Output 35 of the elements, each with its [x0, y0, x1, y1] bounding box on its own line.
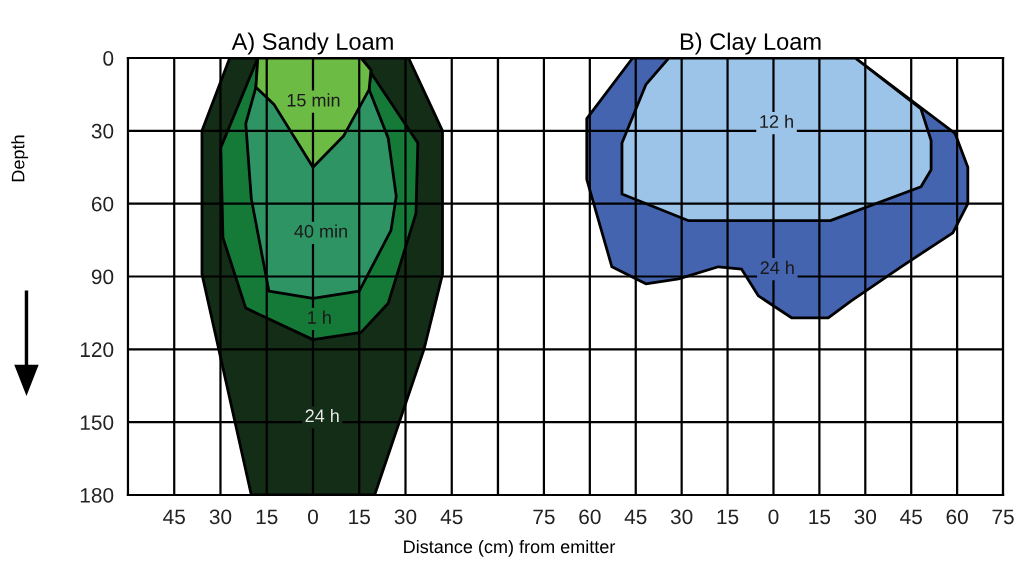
x-tick-label: 30 — [394, 509, 417, 525]
x-tick-label: 45 — [440, 509, 463, 525]
x-tick-label: 0 — [768, 509, 779, 525]
y-tick-label: 90 — [91, 269, 114, 285]
x-tick-label: 60 — [579, 509, 601, 525]
x-tick-label: 75 — [533, 509, 555, 525]
x-tick-label: 45 — [624, 509, 647, 525]
y-tick-label: 0 — [103, 51, 114, 66]
x-tick-label: 15 — [256, 509, 278, 525]
series-label: 1 h — [308, 310, 331, 324]
y-tick-label: 60 — [91, 196, 114, 212]
series-label: 12 h — [760, 114, 793, 128]
x-tick-label: 30 — [209, 509, 232, 525]
x-tick-label: 15 — [349, 509, 370, 525]
series-label: 15 min — [287, 93, 340, 107]
x-tick-label: 75 — [992, 509, 1014, 525]
x-axis-title: Distance (cm) from emitter — [404, 539, 616, 557]
x-tick-label: 45 — [900, 509, 922, 525]
x-tick-label: 30 — [854, 509, 877, 525]
y-tick-label: 150 — [80, 415, 114, 430]
chart-title: B) Clay Loam — [680, 32, 821, 55]
y-tick-label: 180 — [80, 488, 114, 503]
series-label: 24 h — [305, 408, 339, 422]
x-tick-label: 0 — [308, 509, 318, 525]
y-tick-label: 120 — [80, 342, 114, 358]
y-tick-label: 30 — [91, 123, 114, 139]
series-label: 40 min — [294, 224, 347, 238]
x-tick-label: 15 — [809, 509, 831, 525]
series-label: 24 h — [760, 260, 794, 274]
chart-title: A) Sandy Loam — [231, 32, 393, 55]
x-tick-label: 30 — [670, 509, 693, 525]
y-axis-title: Depth — [11, 135, 29, 182]
x-tick-label: 45 — [163, 509, 185, 525]
x-tick-label: 60 — [946, 509, 968, 525]
x-tick-label: 15 — [717, 509, 739, 525]
